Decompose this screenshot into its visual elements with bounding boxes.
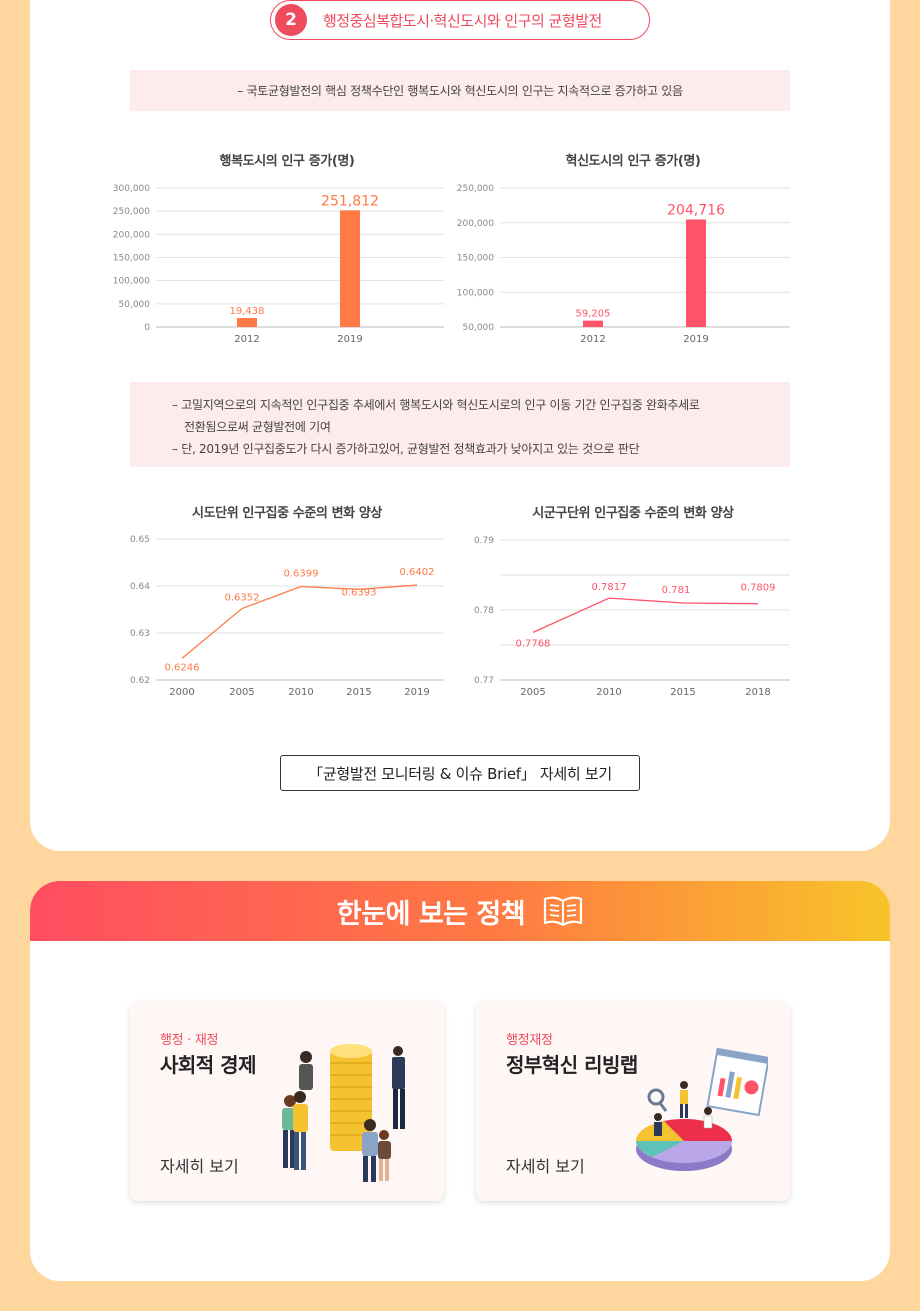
line-chart-sido: 0.65 0.64 0.63 0.62 0.6246 2000 0.6352 2005 0.63… — [130, 535, 444, 698]
bar-value-label: 204,716 — [667, 202, 725, 218]
policy-banner-title: 한눈에 보는 정책 — [336, 898, 526, 930]
bar-value-label: 251,812 — [321, 193, 379, 209]
x-tick-label: 2018 — [745, 687, 770, 698]
chart-title-sigungu: 시군구단위 인구집중 수준의 변화 양상 — [532, 506, 734, 521]
x-tick-label: 2019 — [337, 334, 362, 345]
bar — [237, 317, 257, 327]
bar-value-label: 19,438 — [230, 306, 265, 317]
y-tick-label: 50,000 — [463, 323, 495, 333]
x-tick-label: 2005 — [520, 687, 545, 698]
summary-box-2: – 고밀지역으로의 지속적인 인구집중 추세에서 행복도시와 혁신도시로의 인구… — [130, 382, 790, 467]
y-tick-label: 150,000 — [113, 254, 150, 264]
x-tick-label: 2019 — [404, 687, 429, 698]
policy-banner: 한눈에 보는 정책 — [30, 881, 890, 941]
y-tick-label: 0.65 — [130, 535, 150, 545]
x-tick-label: 2012 — [234, 334, 259, 345]
policy-card-living-lab[interactable]: 행정재정 정부혁신 리빙랩 자세히 보기 — [476, 1001, 790, 1201]
data-line — [532, 597, 759, 633]
bar-value-label: 59,205 — [576, 309, 611, 320]
y-tick-label: 150,000 — [457, 254, 494, 264]
summary-line: – 고밀지역으로의 지속적인 인구집중 추세에서 행복도시와 혁신도시로의 인구… — [172, 398, 700, 412]
chart-title-haengbok: 행복도시의 인구 증가(명) — [219, 154, 355, 169]
y-tick-label: 100,000 — [457, 288, 494, 298]
y-tick-label: 300,000 — [113, 184, 150, 194]
data-line — [181, 584, 418, 659]
policy-card-category: 행정재정 — [506, 1033, 553, 1048]
x-tick-label: 2000 — [169, 687, 194, 698]
y-tick-label: 0.63 — [130, 629, 150, 639]
x-tick-label: 2019 — [683, 334, 708, 345]
bar — [686, 219, 706, 327]
chart-title-sido: 시도단위 인구집중 수준의 변화 양상 — [192, 506, 382, 521]
policy-card-social-economy[interactable]: 행정 · 재정 사회적 경제 자세히 보기 — [130, 1001, 444, 1201]
y-tick-label: 0.64 — [130, 582, 150, 592]
coins-people-illustration — [282, 1044, 405, 1182]
data-point-label: 0.6352 — [225, 593, 260, 604]
y-tick-label: 50,000 — [119, 300, 151, 310]
y-tick-label: 250,000 — [457, 184, 494, 194]
line-chart-sigungu: 0.79 0.78 0.77 0.7768 2005 0.7817 2010 0.781 201… — [474, 536, 790, 698]
data-point-label: 0.6402 — [400, 567, 435, 578]
chart-title-hyeoksin: 혁신도시의 인구 증가(명) — [565, 154, 701, 169]
pie-chart-people-illustration — [636, 1047, 768, 1171]
section-heading: 2 행정중심복합도시·혁신도시와 인구의 균형발전 — [270, 0, 650, 40]
policy-card-more-link[interactable]: 자세히 보기 — [160, 1157, 239, 1176]
bar-chart-hyeoksin: 250,000 200,000 150,000 100,000 50,000 59,205… — [457, 184, 790, 345]
x-tick-label: 2010 — [596, 687, 621, 698]
y-tick-label: 250,000 — [113, 207, 150, 217]
policy-card-category: 행정 · 재정 — [160, 1033, 219, 1048]
data-point-label: 0.7768 — [516, 638, 551, 649]
bar-chart-haengbok: 300,000 250,000 200,000 150,000 100,000 50,00… — [113, 184, 444, 345]
data-point-label: 0.6393 — [342, 587, 377, 598]
section-number-badge: 2 — [275, 4, 307, 36]
brief-detail-button[interactable]: 「균형발전 모니터링 & 이슈 Brief」 자세히 보기 — [280, 755, 640, 791]
y-tick-label: 200,000 — [457, 219, 494, 229]
bar — [340, 210, 360, 327]
open-book-icon — [543, 896, 583, 927]
policy-card-title: 정부혁신 리빙랩 — [506, 1053, 638, 1077]
data-point-label: 0.7817 — [592, 582, 627, 593]
x-tick-label: 2010 — [288, 687, 313, 698]
x-tick-label: 2012 — [580, 334, 605, 345]
section-title: 행정중심복합도시·혁신도시와 인구의 균형발전 — [323, 11, 602, 30]
y-tick-label: 0.79 — [474, 536, 494, 546]
summary-box-1: – 국토균형발전의 핵심 정책수단인 행복도시와 혁신도시의 인구는 지속적으로… — [130, 70, 790, 111]
policy-card-title: 사회적 경제 — [160, 1053, 256, 1077]
summary-line: – 단, 2019년 인구집중도가 다시 증가하고있어, 균형발전 정책효과가 … — [172, 442, 640, 456]
x-tick-label: 2005 — [229, 687, 254, 698]
x-tick-label: 2015 — [346, 687, 371, 698]
x-tick-label: 2015 — [670, 687, 695, 698]
y-tick-label: 0.62 — [130, 676, 150, 686]
bar — [583, 320, 603, 327]
summary-line: 전환됨으로써 균형발전에 기여 — [184, 420, 331, 434]
y-tick-label: 0 — [144, 323, 150, 333]
y-tick-label: 0.78 — [474, 606, 494, 616]
data-point-label: 0.6246 — [165, 662, 200, 673]
y-tick-label: 0.77 — [474, 676, 494, 686]
data-point-label: 0.7809 — [741, 583, 776, 594]
data-point-label: 0.6399 — [284, 568, 319, 579]
y-tick-label: 200,000 — [113, 230, 150, 240]
y-tick-label: 100,000 — [113, 277, 150, 287]
policy-card-more-link[interactable]: 자세히 보기 — [506, 1157, 585, 1176]
data-point-label: 0.781 — [662, 585, 691, 596]
